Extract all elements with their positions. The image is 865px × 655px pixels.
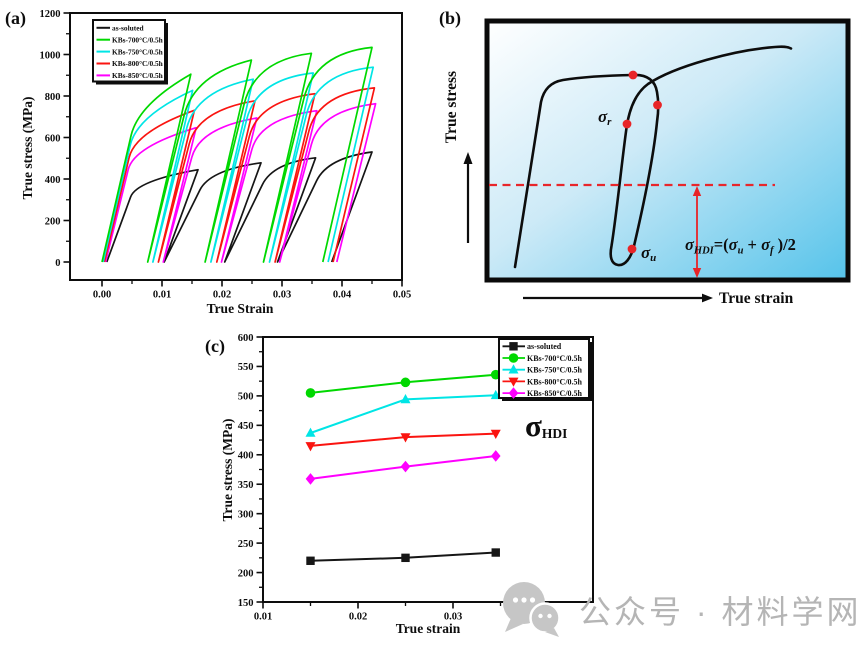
tick-label: KBs-850°C/0.5h — [527, 389, 583, 398]
tick-label: 1200 — [40, 9, 61, 20]
tick-label: 0.00 — [93, 290, 111, 301]
series-curve — [102, 66, 375, 263]
tick-label: KBs-800°C/0.5h — [527, 377, 583, 386]
panel-c-plot-area: 0.010.020.030.04150200250300350400450500… — [238, 333, 594, 623]
panel-b-xlabel: True strain — [719, 290, 794, 307]
hdi-formula: σHDI=(σu + σf )/2 — [685, 235, 796, 257]
key-point-markers — [622, 70, 662, 254]
reload-point — [653, 100, 662, 110]
tick-label: KBs-800°C/0.5h — [112, 59, 163, 68]
watermark-text: 公众号 · 材料学网 — [579, 594, 862, 630]
tick-label: KBs-750°C/0.5h — [112, 47, 163, 56]
tick-label: as-soluted — [112, 24, 145, 33]
series-square — [306, 548, 500, 565]
tick-label: 0 — [55, 258, 60, 269]
panel-b-label: (b) — [439, 8, 461, 29]
panel-a-ylabel: True stress (MPa) — [20, 97, 35, 200]
tick-label: 400 — [238, 451, 254, 462]
tick-label: 0.01 — [153, 290, 171, 301]
tick-label: KBs-850°C/0.5h — [112, 71, 163, 80]
legend-entry: KBs-800°C/0.5h — [96, 59, 163, 68]
tick-label: 500 — [238, 392, 254, 403]
tick-label: 200 — [238, 568, 254, 579]
tick-label: 550 — [238, 362, 254, 373]
tick-label: KBs-750°C/0.5h — [527, 366, 583, 375]
wechat-icon — [503, 582, 561, 637]
series-curves — [101, 46, 377, 263]
unload-start-point — [628, 70, 638, 80]
tick-label: 0.05 — [393, 290, 411, 301]
panel-c-label: (c) — [205, 336, 225, 357]
tick-label: 800 — [45, 92, 61, 103]
series-curve — [101, 46, 373, 263]
tick-label: 0.02 — [349, 612, 367, 623]
panel-c-ylabel: True stress (MPa) — [220, 419, 235, 522]
tick-label: 300 — [238, 509, 254, 520]
tick-label: 600 — [238, 333, 254, 344]
series-triangle-up — [305, 389, 501, 437]
tick-label: 0.03 — [444, 612, 462, 623]
sigma-hdi-annotation: σHDI — [525, 408, 567, 443]
sigma-u-label: σu — [641, 243, 656, 264]
legend-entry: as-soluted — [96, 24, 145, 33]
legend-entry: KBs-700°C/0.5h — [502, 353, 583, 363]
panel-b-ylabel: True stress — [443, 71, 460, 143]
tick-label: 350 — [238, 480, 254, 491]
series-triangle-down — [305, 429, 501, 452]
tick-label: 0.02 — [213, 290, 231, 301]
legend-entry: KBs-850°C/0.5h — [502, 387, 583, 399]
legend-entry: KBs-700°C/0.5h — [96, 35, 163, 44]
legend-c: as-soluted KBs-700°C/0.5h KBs-750°C/0.5h KB… — [498, 338, 592, 401]
panel-b-schematic: (b) σr σu σHDI=(σu + σf )/2 — [439, 8, 851, 307]
axes-ticks: 0.010.020.030.04150200250300350400450500… — [238, 333, 558, 623]
x-axis-arrow — [523, 293, 713, 303]
tick-label: 1000 — [40, 50, 61, 61]
tick-label: 0.01 — [254, 612, 272, 623]
schematic-frame — [484, 18, 851, 283]
tick-label: 150 — [238, 598, 254, 609]
series-circle — [305, 369, 501, 398]
tick-label: as-soluted — [527, 342, 562, 351]
tick-label: 0.04 — [333, 290, 352, 301]
tick-label: KBs-700°C/0.5h — [527, 354, 583, 363]
legend-a: as-soluted KBs-700°C/0.5h KBs-750°C/0.5h KB… — [92, 19, 168, 85]
panel-c-chart: (c) True stress (MPa) True strain 0.01 0.… — [205, 333, 594, 636]
sigma-r-point — [622, 119, 632, 129]
tick-label: 200 — [45, 216, 61, 227]
panel-a-xlabel: True Strain — [207, 301, 274, 316]
panel-c-xlabel: True strain — [396, 621, 461, 636]
y-axis-arrow — [463, 152, 473, 243]
plot-frame — [69, 12, 403, 281]
panel-a-label: (a) — [5, 8, 26, 29]
sigma-r-label: σr — [598, 107, 612, 128]
watermark: 公众号 · 材料学网 — [497, 580, 861, 640]
series-curve — [106, 151, 373, 263]
legend-entry: KBs-850°C/0.5h — [96, 71, 163, 80]
tick-label: 0.03 — [273, 290, 291, 301]
legend-entry: as-soluted — [502, 342, 562, 351]
legend-entry: KBs-750°C/0.5h — [502, 364, 583, 375]
sigma-u-point — [627, 244, 637, 254]
tick-label: KBs-700°C/0.5h — [112, 35, 163, 44]
series-curve — [104, 102, 377, 263]
panel-a-plot-area: 0.00 0.01 0.02 0.03 0.04 0.05 0 200 400 600 800 100… — [40, 9, 412, 301]
tick-label: 400 — [45, 175, 61, 186]
legend-entry: KBs-800°C/0.5h — [502, 377, 583, 387]
tick-label: 600 — [45, 133, 61, 144]
hdi-arrow — [692, 186, 702, 278]
series-diamond — [305, 450, 501, 485]
panel-a-chart: (a) True stress (MPa) True Strain 0.00 0.… — [5, 8, 412, 316]
legend-entry: KBs-750°C/0.5h — [96, 47, 163, 56]
tick-label: 450 — [238, 421, 254, 432]
tick-label: 250 — [238, 539, 254, 550]
series-curve — [103, 87, 376, 263]
axes-ticks: 0.00 0.01 0.02 0.03 0.04 0.05 0 200 400 600 800 100… — [40, 9, 412, 301]
series-points — [305, 369, 501, 565]
